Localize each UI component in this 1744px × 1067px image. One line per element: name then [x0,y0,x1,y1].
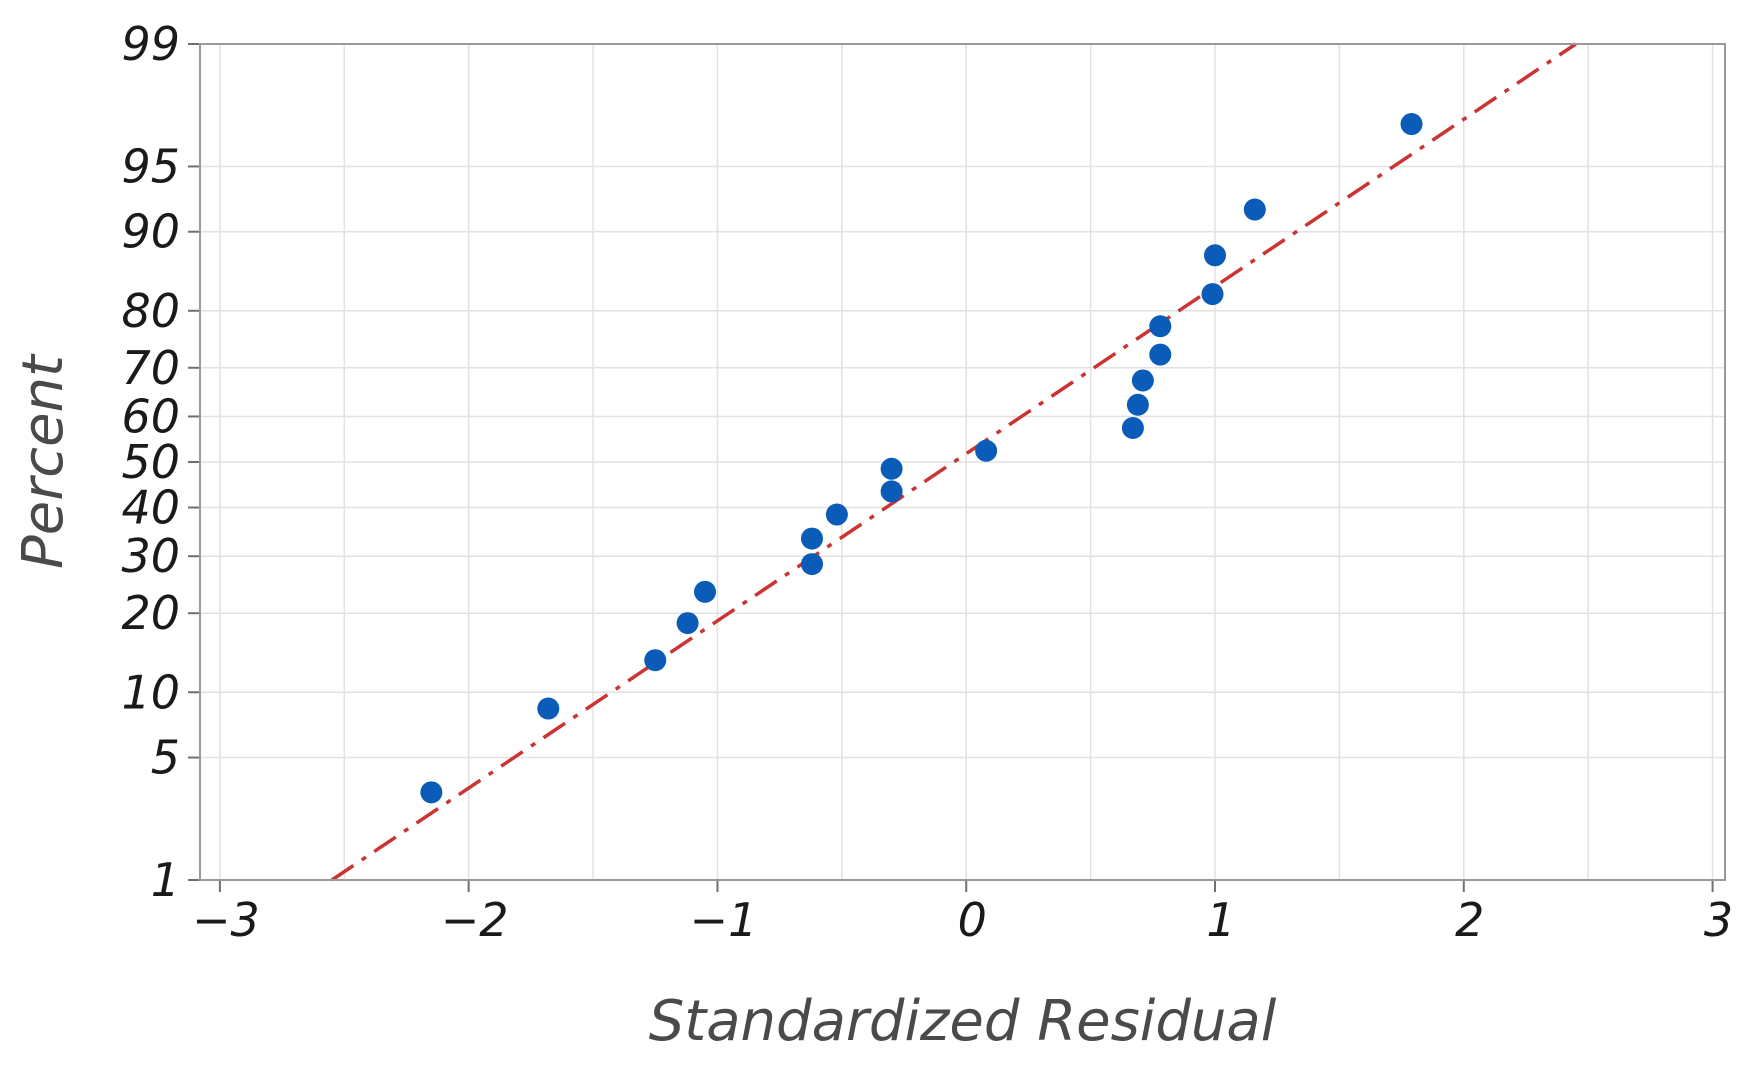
data-point [676,612,699,635]
data-point [537,697,560,720]
data-point [1201,283,1224,306]
x-tick-labels: −3 −2 −1 0 1 2 3 [192,893,1733,947]
y-tick-label: 90 [121,205,180,259]
data-point [1131,369,1154,392]
x-tick-label: −1 [690,893,758,947]
data-point [420,781,443,804]
fit-line [330,42,1577,882]
data-point [1121,417,1144,440]
data-point [975,439,998,462]
x-tick-label: 0 [958,893,987,947]
axis-ticks [188,43,1714,892]
y-tick-label: 80 [121,284,180,338]
y-tick-label: 99 [121,17,180,71]
data-point [1204,244,1227,267]
data-point [1149,343,1172,366]
y-tick-label: 70 [121,341,180,395]
fit-line-group [330,42,1577,882]
data-point [800,527,823,550]
y-tick-label: 5 [151,731,180,785]
y-axis-title: Percent [11,353,76,569]
data-point [800,553,823,576]
y-tick-label: 10 [121,665,180,719]
y-tick-label: 60 [121,389,180,443]
x-tick-label: −3 [192,893,260,947]
x-tick-label: 2 [1455,893,1484,947]
grid [200,43,1725,881]
y-tick-label: 1 [151,853,180,907]
data-point [825,503,848,526]
y-tick-label: 20 [121,586,180,640]
data-point [1400,113,1423,136]
x-tick-label: 3 [1704,893,1733,947]
x-tick-label: 1 [1206,893,1235,947]
data-point [880,480,903,503]
data-point [1149,315,1172,338]
y-tick-label: 30 [121,529,180,583]
data-point [1243,198,1266,221]
plot-frame [199,43,1726,881]
x-axis-title: Standardized Residual [649,989,1277,1054]
y-tick-label: 40 [121,481,180,535]
data-points [420,113,1423,804]
y-tick-label: 95 [121,139,180,193]
data-point [694,580,717,603]
x-tick-label: −2 [441,893,509,947]
y-tick-label: 50 [121,435,180,489]
data-point [1126,393,1149,416]
data-point [880,457,903,480]
data-point [644,649,667,672]
